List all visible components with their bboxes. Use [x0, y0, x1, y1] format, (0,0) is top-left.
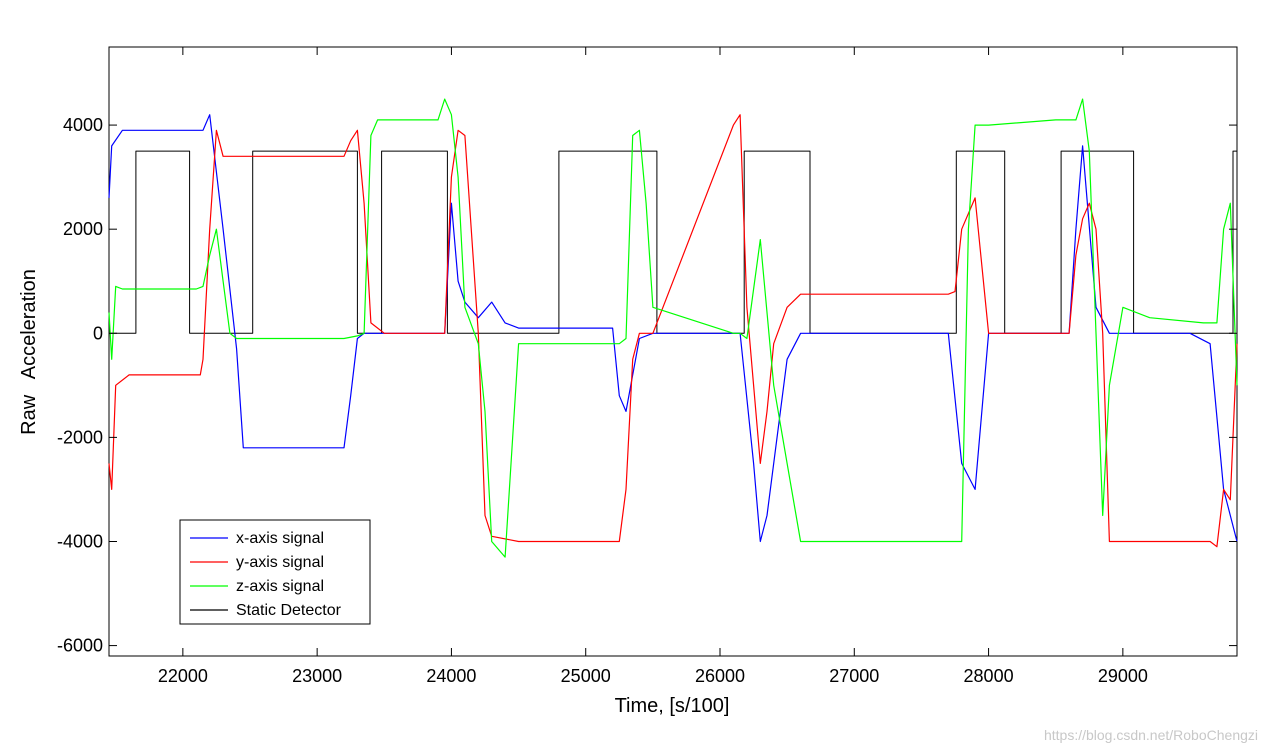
legend-entry-label: x-axis signal	[236, 530, 324, 547]
y-tick-label: -4000	[57, 531, 103, 551]
series-layer	[108, 98, 1238, 558]
x-tick-label: 29000	[1098, 666, 1148, 686]
ticks-layer: 22000 23000 24000 25000 26000 27000 28000 29000…	[57, 47, 1237, 686]
x-tick-label: 23000	[292, 666, 342, 686]
x-tick-label: 22000	[158, 666, 208, 686]
legend-entry-label: Static Detector	[236, 602, 342, 619]
series-line-z-axis-signal	[108, 98, 1238, 558]
y-tick-label: -6000	[57, 636, 103, 656]
legend-box	[179, 519, 371, 625]
series-line-y-axis-signal	[108, 114, 1238, 548]
legend-items: x-axis signal y-axis signal z-axis signal S…	[190, 530, 342, 619]
x-tick-label: 24000	[426, 666, 476, 686]
series-line-static-detector	[109, 150, 1237, 334]
y-tick-label: 0	[93, 323, 103, 343]
x-tick-label: 27000	[829, 666, 879, 686]
y-tick-label: -2000	[57, 427, 103, 447]
legend: x-axis signal y-axis signal z-axis signal S…	[179, 519, 371, 625]
x-axis-label: Time, [s/100]	[615, 695, 730, 717]
y-tick-label: 2000	[63, 219, 103, 239]
y-axis-label: Raw Acceleration	[18, 269, 40, 435]
x-tick-label: 26000	[695, 666, 745, 686]
legend-entry-label: z-axis signal	[236, 578, 324, 595]
series-line-x-axis-signal	[108, 114, 1238, 543]
x-tick-label: 25000	[561, 666, 611, 686]
x-tick-label: 28000	[964, 666, 1014, 686]
legend-entry-label: y-axis signal	[236, 554, 324, 571]
y-tick-label: 4000	[63, 115, 103, 135]
watermark-text: https://blog.csdn.net/RoboChengzi	[1044, 727, 1258, 743]
